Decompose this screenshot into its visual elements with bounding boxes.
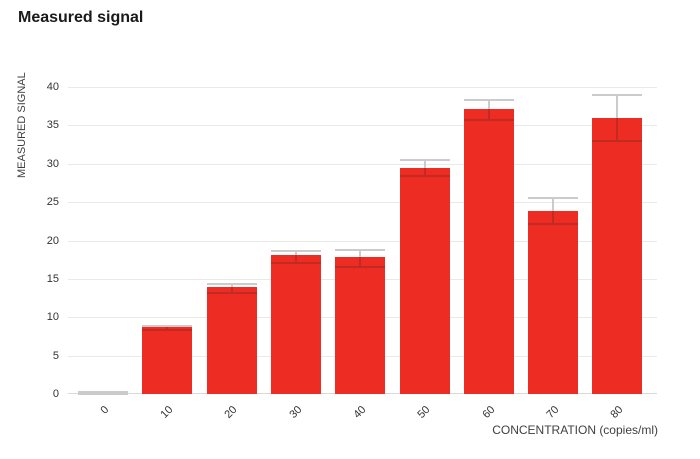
error-cap-low-50 — [399, 175, 450, 178]
error-cap-high-30 — [270, 250, 321, 253]
bar-70[interactable] — [528, 210, 579, 394]
x-tick-label-40: 40 — [351, 403, 369, 421]
y-tick-label-40: 40 — [46, 81, 59, 93]
error-whisker-upper-40 — [359, 250, 362, 258]
bar-20[interactable] — [206, 287, 257, 394]
bar-80[interactable] — [592, 117, 643, 394]
error-whisker-upper-80 — [616, 94, 619, 118]
error-whisker-lower-70 — [552, 210, 555, 225]
x-axis-title: CONCENTRATION (copies/ml) — [492, 423, 658, 437]
bar-60[interactable] — [463, 109, 514, 394]
bar-30[interactable] — [270, 255, 321, 394]
x-tick-label-60: 60 — [479, 403, 498, 421]
gridline-y-40 — [68, 87, 657, 88]
error-cap-low-20 — [206, 291, 257, 294]
bar-10[interactable] — [142, 327, 193, 394]
y-tick-label-15: 15 — [46, 272, 59, 285]
error-cap-high-40 — [335, 249, 386, 252]
error-cap-low-60 — [463, 119, 514, 121]
error-whisker-upper-20 — [230, 284, 233, 288]
error-cap-high-60 — [463, 99, 514, 102]
error-cap-low-0 — [78, 393, 128, 395]
error-whisker-lower-60 — [487, 109, 490, 120]
error-cap-high-70 — [528, 197, 579, 200]
error-cap-low-40 — [335, 266, 386, 269]
gridline-y-35 — [68, 125, 657, 127]
y-tick-label-25: 25 — [46, 196, 59, 209]
error-whisker-upper-50 — [423, 159, 426, 168]
error-cap-high-80 — [592, 93, 643, 96]
bar-50[interactable] — [399, 167, 450, 394]
y-tick-label-35: 35 — [46, 119, 59, 132]
error-whisker-lower-80 — [616, 117, 619, 142]
y-tick-label-20: 20 — [46, 234, 59, 247]
y-tick-label-10: 10 — [46, 311, 59, 324]
error-whisker-lower-30 — [294, 255, 297, 263]
x-tick-label-0: 0 — [98, 403, 112, 417]
error-whisker-lower-20 — [230, 287, 233, 293]
y-axis-title: MEASURED SIGNAL — [16, 72, 28, 178]
x-tick-label-70: 70 — [544, 403, 562, 421]
error-whisker-lower-50 — [423, 167, 426, 177]
x-tick-label-20: 20 — [222, 403, 240, 421]
x-tick-label-10: 10 — [158, 403, 176, 421]
gridline-y-30 — [68, 163, 657, 165]
error-whisker-lower-40 — [359, 257, 362, 268]
error-whisker-upper-70 — [552, 198, 555, 211]
x-tick-label-80: 80 — [608, 403, 626, 421]
error-cap-low-80 — [592, 140, 643, 143]
plot-area: 0 5 10 15 20 25 30 35 40 0 10 20 30 40 50 60 70 80 — [47, 81, 657, 421]
error-cap-high-50 — [399, 158, 450, 161]
error-cap-low-30 — [270, 261, 321, 264]
error-whisker-upper-30 — [294, 251, 297, 256]
chart-title: Measured signal — [18, 9, 144, 26]
error-whisker-upper-60 — [487, 100, 490, 110]
x-tick-label-50: 50 — [415, 403, 433, 421]
y-tick-label-5: 5 — [52, 349, 59, 362]
error-cap-low-10 — [142, 328, 193, 331]
error-whisker-lower-10 — [166, 327, 169, 330]
bar-40[interactable] — [335, 257, 386, 394]
y-tick-label-30: 30 — [46, 157, 59, 170]
error-cap-low-70 — [528, 223, 579, 226]
x-tick-label-30: 30 — [287, 403, 305, 421]
error-cap-high-10 — [142, 324, 193, 327]
error-cap-high-0 — [78, 391, 128, 394]
y-tick-label-0: 0 — [52, 388, 59, 400]
gridline-y-20 — [68, 240, 657, 242]
error-cap-high-20 — [206, 283, 257, 286]
gridline-y-25 — [68, 202, 657, 204]
